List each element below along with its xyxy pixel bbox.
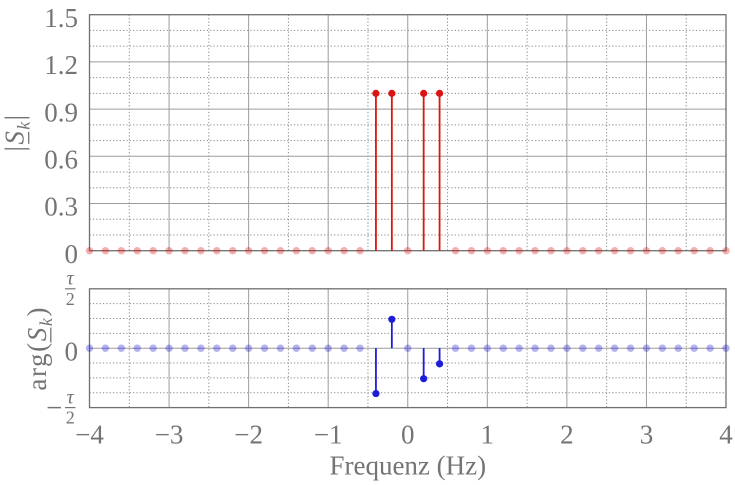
svg-text:|Sk|: |Sk|: [0, 114, 34, 152]
svg-text:−4: −4: [75, 420, 104, 450]
svg-text:0.9: 0.9: [44, 97, 78, 127]
svg-text:−3: −3: [155, 420, 184, 450]
svg-text:1.2: 1.2: [44, 50, 78, 80]
svg-text:0: 0: [65, 336, 79, 366]
svg-text:2: 2: [66, 408, 75, 428]
svg-text:2: 2: [560, 420, 574, 450]
svg-text:0.6: 0.6: [44, 145, 78, 175]
svg-text:Frequenz (Hz): Frequenz (Hz): [329, 451, 486, 481]
svg-text:1: 1: [481, 420, 495, 450]
svg-text:3: 3: [640, 420, 654, 450]
svg-text:τ: τ: [67, 268, 75, 290]
svg-text:1.5: 1.5: [44, 3, 78, 33]
svg-text:4: 4: [719, 420, 733, 450]
svg-text:−1: −1: [314, 420, 343, 450]
svg-text:−2: −2: [234, 420, 263, 450]
svg-text:0: 0: [401, 420, 415, 450]
svg-text:τ: τ: [67, 386, 75, 408]
svg-text:2: 2: [66, 289, 75, 309]
svg-text:0: 0: [65, 239, 79, 269]
svg-text:0.3: 0.3: [44, 192, 78, 222]
